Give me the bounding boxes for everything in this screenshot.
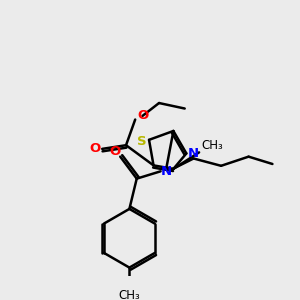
Text: O: O xyxy=(89,142,100,155)
Text: N: N xyxy=(160,165,172,178)
Text: CH₃: CH₃ xyxy=(118,289,140,300)
Text: O: O xyxy=(109,145,120,158)
Text: S: S xyxy=(137,135,146,148)
Text: CH₃: CH₃ xyxy=(201,139,223,152)
Text: N: N xyxy=(188,147,199,160)
Text: O: O xyxy=(137,110,148,122)
